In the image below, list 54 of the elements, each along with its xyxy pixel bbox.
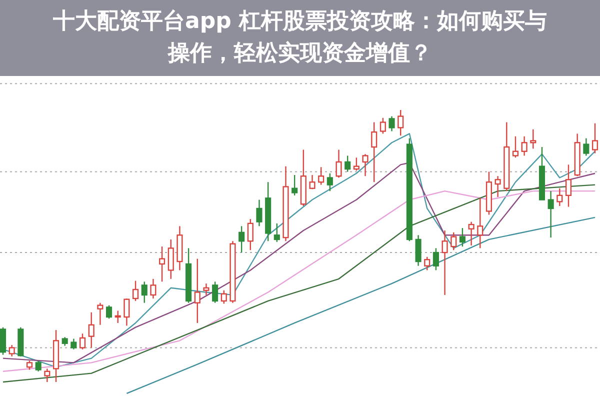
candlestick <box>256 199 262 227</box>
candlestick <box>424 256 430 271</box>
candlestick <box>530 128 536 150</box>
candlestick <box>238 226 245 254</box>
candlestick <box>44 368 50 383</box>
candlestick <box>521 136 528 156</box>
candlestick <box>565 164 572 208</box>
candlestick <box>309 174 316 190</box>
candlestick <box>336 149 342 178</box>
candlestick <box>194 258 200 324</box>
candlestick <box>70 338 77 350</box>
candlestick <box>512 136 519 158</box>
candlestick <box>415 234 422 266</box>
candlestick <box>8 344 15 358</box>
chart-title: 十大配资平台app 杠杆股票投资攻略：如何购买与操作，轻松实现资金增值？ <box>52 8 548 68</box>
candlestick <box>592 122 598 154</box>
candlestick <box>35 360 42 372</box>
candlestick <box>220 290 227 304</box>
candlestick <box>398 109 404 136</box>
candlestick <box>450 232 457 251</box>
candlestick <box>292 174 298 196</box>
candlestick <box>362 153 368 177</box>
candlestick <box>388 116 395 132</box>
candlestick <box>247 218 254 251</box>
candlestick <box>141 281 148 304</box>
candlestick <box>212 281 218 304</box>
candlestick <box>88 312 94 348</box>
candlestick <box>477 198 484 249</box>
candlestick <box>353 157 360 172</box>
candlestick <box>459 227 466 248</box>
candlestick <box>97 302 104 326</box>
candlestick <box>468 221 474 246</box>
candlestick <box>168 238 174 280</box>
candlestick <box>326 172 333 192</box>
candlestick <box>442 230 448 296</box>
candlestick <box>106 304 112 320</box>
candlestick <box>0 326 6 356</box>
candlestick <box>583 138 590 156</box>
candlestick <box>274 222 280 243</box>
candlestick <box>494 175 501 198</box>
candlestick <box>124 298 130 326</box>
candlestick <box>203 282 210 296</box>
candlestick <box>432 248 439 271</box>
candlestick <box>380 117 386 134</box>
candlestick <box>318 166 324 186</box>
candlestick <box>548 190 554 238</box>
candlestick <box>132 280 139 302</box>
candlestick <box>371 122 378 183</box>
candlestick <box>344 155 351 172</box>
candlestick <box>556 188 563 207</box>
candlestick <box>114 310 121 324</box>
candlestick <box>159 246 166 282</box>
candlestick <box>79 332 86 350</box>
candlestick <box>150 278 156 300</box>
